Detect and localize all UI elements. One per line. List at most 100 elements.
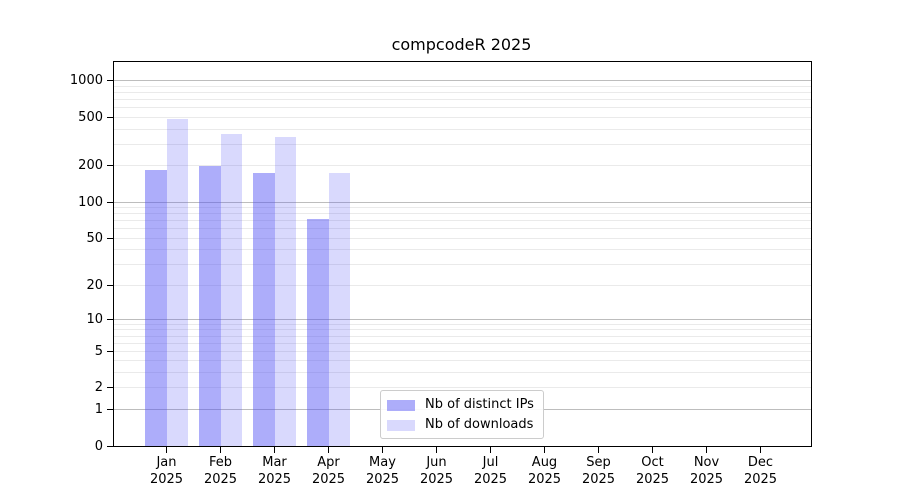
x-tick-label: May 2025 <box>351 454 415 488</box>
x-tick-label-year: 2025 <box>689 472 724 487</box>
gridline-minor <box>114 107 811 109</box>
y-tick-label: 0 <box>94 438 103 454</box>
x-tick <box>328 447 329 453</box>
gridline-minor <box>114 85 811 87</box>
x-tick-label: Aug 2025 <box>513 454 577 488</box>
x-tick-label-year: 2025 <box>635 472 670 487</box>
y-tick <box>107 318 113 320</box>
x-tick <box>760 447 761 453</box>
x-tick <box>652 447 653 453</box>
y-tick <box>107 284 113 286</box>
y-tick-label: 1 <box>94 401 103 417</box>
x-tick-label: Sep 2025 <box>567 454 631 488</box>
y-tick-label: 1000 <box>69 73 103 89</box>
y-tick-label: 50 <box>86 230 103 246</box>
gridline-minor <box>114 92 811 94</box>
bar-downloads <box>328 172 350 446</box>
x-tick-label-month: Mar <box>262 455 287 470</box>
gridline-major <box>114 318 811 320</box>
x-tick-label-month: Jan <box>156 455 177 470</box>
bar-downloads <box>220 134 242 446</box>
y-tick-label: 10 <box>86 311 103 327</box>
bar-downloads <box>166 118 188 446</box>
gridline-minor <box>114 329 811 331</box>
bar-distinct-ips <box>145 169 167 446</box>
x-tick <box>598 447 599 453</box>
gridline-minor <box>114 116 811 118</box>
legend-item-downloads: Nb of downloads <box>387 416 536 434</box>
legend-label-distinct-ips: Nb of distinct IPs <box>425 397 534 412</box>
x-tick-label-month: Feb <box>208 455 233 470</box>
bar-distinct-ips <box>199 165 221 446</box>
gridline-minor <box>114 335 811 337</box>
x-tick-label: Nov 2025 <box>675 454 739 488</box>
gridline-major <box>114 201 811 203</box>
x-tick-label: Jan 2025 <box>135 454 199 488</box>
x-tick-label: Mar 2025 <box>243 454 307 488</box>
x-tick-label-month: Oct <box>641 455 664 470</box>
bar-distinct-ips <box>307 219 329 446</box>
legend-swatch-downloads-icon <box>387 419 415 431</box>
x-tick-label: Dec 2025 <box>729 454 793 488</box>
y-tick <box>107 387 113 389</box>
gridline-minor <box>114 264 811 266</box>
gridline-minor <box>114 237 811 239</box>
gridline-minor <box>114 220 811 222</box>
x-tick-label-month: Apr <box>317 455 340 470</box>
y-tick-label: 20 <box>86 277 103 293</box>
x-tick-label-year: 2025 <box>311 472 346 487</box>
x-tick-label-month: Aug <box>531 455 558 470</box>
x-tick-label: Jul 2025 <box>459 454 523 488</box>
x-tick <box>166 447 167 453</box>
y-tick <box>107 445 113 447</box>
x-tick-label-year: 2025 <box>257 472 292 487</box>
x-tick-label-year: 2025 <box>527 472 562 487</box>
y-tick <box>107 80 113 82</box>
gridline-minor <box>114 284 811 286</box>
y-tick <box>107 237 113 239</box>
gridline-minor <box>114 350 811 352</box>
y-tick-label: 2 <box>94 380 103 396</box>
x-tick-label: Feb 2025 <box>189 454 253 488</box>
legend-swatch-distinct-ips-icon <box>387 399 415 411</box>
x-tick-label: Apr 2025 <box>297 454 361 488</box>
x-tick-label: Jun 2025 <box>405 454 469 488</box>
x-tick-label-year: 2025 <box>203 472 238 487</box>
gridline-minor <box>114 228 811 230</box>
x-tick-label-month: Jun <box>426 455 447 470</box>
y-tick-label: 200 <box>78 158 103 174</box>
x-tick-label-month: May <box>369 455 396 470</box>
legend-item-distinct-ips: Nb of distinct IPs <box>387 396 536 414</box>
gridline-minor <box>114 128 811 130</box>
gridline-minor <box>114 143 811 145</box>
bar-downloads <box>274 137 296 446</box>
y-tick <box>107 116 113 118</box>
x-tick-label-month: Nov <box>693 455 720 470</box>
y-tick <box>107 408 113 410</box>
x-tick-label-year: 2025 <box>743 472 778 487</box>
plot-area: 0 1 2 5 10 20 50 100 200 500 1000 Jan 2025 Feb 2025 Mar… <box>70 61 812 487</box>
x-tick-label-year: 2025 <box>149 472 184 487</box>
y-tick-label: 100 <box>78 194 103 210</box>
x-tick-label-year: 2025 <box>419 472 454 487</box>
legend-label-downloads: Nb of downloads <box>425 417 534 432</box>
y-tick <box>107 350 113 352</box>
gridline-minor <box>114 207 811 209</box>
x-tick <box>706 447 707 453</box>
x-tick <box>382 447 383 453</box>
gridline-minor <box>114 249 811 251</box>
x-tick <box>436 447 437 453</box>
gridline-minor <box>114 372 811 374</box>
y-tick <box>107 201 113 203</box>
x-tick-label: Oct 2025 <box>621 454 685 488</box>
x-tick <box>220 447 221 453</box>
x-tick <box>274 447 275 453</box>
gridline-minor <box>114 342 811 344</box>
x-tick-label-month: Sep <box>586 455 611 470</box>
gridline-major <box>114 80 811 82</box>
legend: Nb of distinct IPs Nb of downloads <box>380 390 544 439</box>
gridline-minor <box>114 360 811 362</box>
x-tick <box>490 447 491 453</box>
chart-title: compcodeR 2025 <box>391 35 532 54</box>
x-tick-label-year: 2025 <box>365 472 400 487</box>
